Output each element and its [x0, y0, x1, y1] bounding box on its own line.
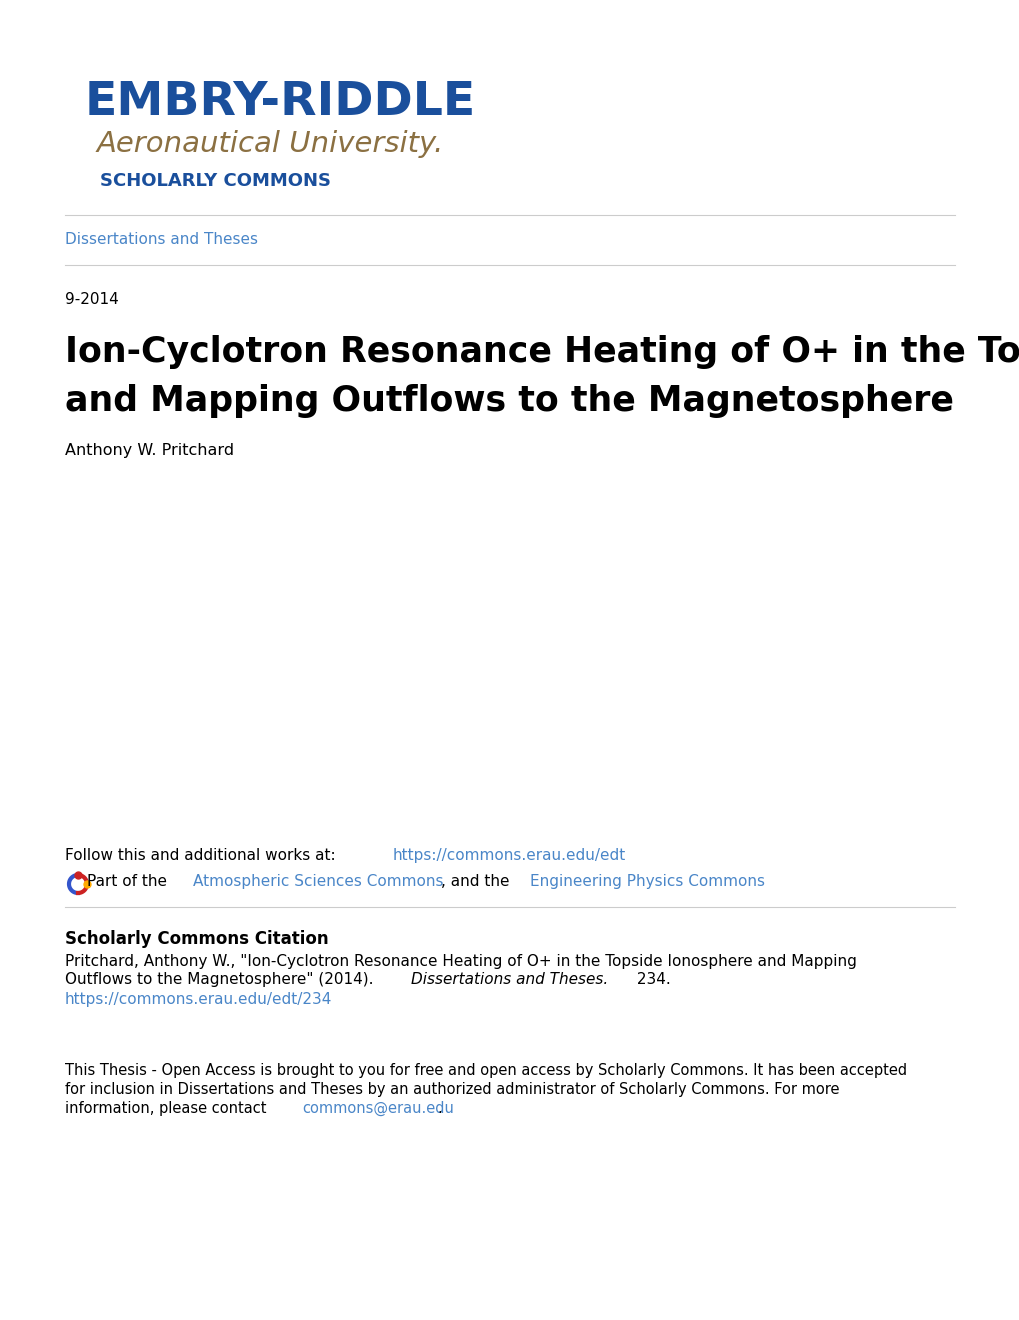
- Text: for inclusion in Dissertations and Theses by an authorized administrator of Scho: for inclusion in Dissertations and These…: [65, 1082, 839, 1097]
- Text: Atmospheric Sciences Commons: Atmospheric Sciences Commons: [194, 874, 443, 888]
- Text: https://commons.erau.edu/edt: https://commons.erau.edu/edt: [392, 847, 626, 863]
- Text: commons@erau.edu: commons@erau.edu: [302, 1101, 453, 1117]
- Text: Dissertations and Theses: Dissertations and Theses: [65, 232, 258, 247]
- Text: Pritchard, Anthony W., "Ion-Cyclotron Resonance Heating of O+ in the Topside Ion: Pritchard, Anthony W., "Ion-Cyclotron Re…: [65, 954, 856, 969]
- Text: https://commons.erau.edu/edt/234: https://commons.erau.edu/edt/234: [65, 993, 332, 1007]
- Text: Scholarly Commons Citation: Scholarly Commons Citation: [65, 931, 328, 948]
- Text: information, please contact: information, please contact: [65, 1101, 271, 1115]
- Text: This Thesis - Open Access is brought to you for free and open access by Scholarl: This Thesis - Open Access is brought to …: [65, 1063, 906, 1078]
- Text: Outflows to the Magnetosphere" (2014).: Outflows to the Magnetosphere" (2014).: [65, 972, 378, 987]
- Text: .: .: [437, 1101, 441, 1115]
- Text: Engineering Physics Commons: Engineering Physics Commons: [530, 874, 764, 888]
- Text: Aeronautical University.: Aeronautical University.: [97, 129, 444, 158]
- Text: EMBRY-RIDDLE: EMBRY-RIDDLE: [85, 81, 476, 125]
- Text: Dissertations and Theses.: Dissertations and Theses.: [411, 972, 607, 987]
- Text: Ion-Cyclotron Resonance Heating of O+ in the Topside Ionosphere: Ion-Cyclotron Resonance Heating of O+ in…: [65, 335, 1019, 370]
- Text: and Mapping Outflows to the Magnetosphere: and Mapping Outflows to the Magnetospher…: [65, 384, 953, 418]
- Text: Follow this and additional works at:: Follow this and additional works at:: [65, 847, 340, 863]
- Text: , and the: , and the: [441, 874, 515, 888]
- Text: Anthony W. Pritchard: Anthony W. Pritchard: [65, 444, 234, 458]
- Text: 234.: 234.: [632, 972, 671, 987]
- Text: Part of the: Part of the: [87, 874, 172, 888]
- Text: SCHOLARLY COMMONS: SCHOLARLY COMMONS: [100, 172, 331, 190]
- Text: 9-2014: 9-2014: [65, 292, 118, 308]
